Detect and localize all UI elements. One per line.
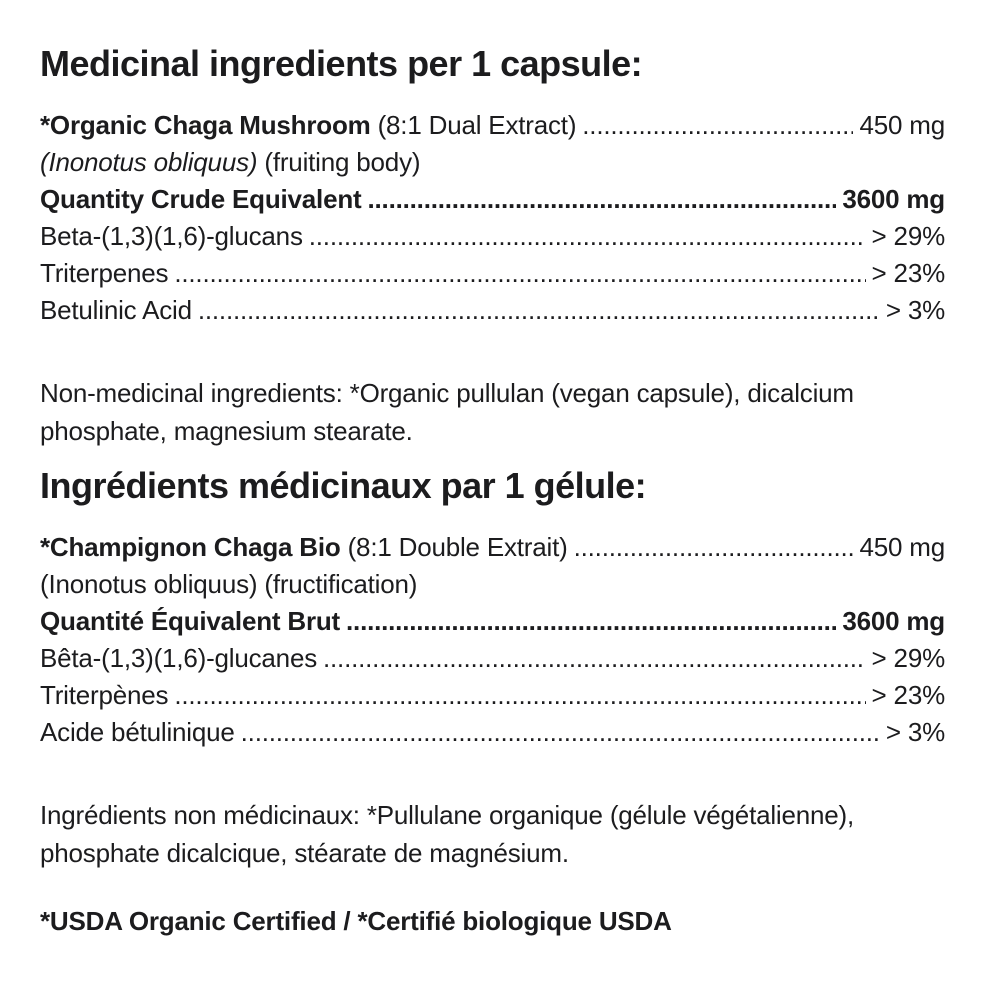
dot-leader xyxy=(323,640,866,677)
ingredient-value: > 3% xyxy=(885,295,945,325)
ingredient-value: > 29% xyxy=(871,221,946,251)
dot-leader xyxy=(582,107,853,144)
ingredient-name: (Inonotus obliquus) xyxy=(40,147,258,177)
non-medicinal-ingredients-fr: Ingrédients non médicinaux: *Pullulane o… xyxy=(40,800,855,868)
ingredient-list-en: *Organic Chaga Mushroom (8:1 Dual Extrac… xyxy=(40,107,945,329)
dot-leader xyxy=(368,181,837,218)
ingredient-name: Acide bétulinique xyxy=(40,717,235,747)
ingredient-name: Quantity Crude Equivalent xyxy=(40,184,362,214)
dot-leader xyxy=(346,603,836,640)
ingredient-name: (Inonotus obliquus) (fructification) xyxy=(40,569,418,599)
dot-leader xyxy=(241,714,880,751)
ingredient-value: 3600 mg xyxy=(842,606,945,636)
ingredient-name: Triterpenes xyxy=(40,258,169,288)
dot-leader xyxy=(198,292,880,329)
ingredient-value: 3600 mg xyxy=(842,184,945,214)
ingredient-row: *Organic Chaga Mushroom (8:1 Dual Extrac… xyxy=(40,107,945,144)
organic-certification-note: *USDA Organic Certified / *Certifié biol… xyxy=(40,906,672,936)
ingredient-name: *Champignon Chaga Bio xyxy=(40,532,341,562)
dot-leader xyxy=(309,218,866,255)
ingredient-value: > 23% xyxy=(871,680,946,710)
section-title-medicinal-en: Medicinal ingredients per 1 capsule: xyxy=(40,43,643,84)
ingredient-row: Triterpènes > 23% xyxy=(40,677,945,714)
ingredient-row: (Inonotus obliquus) (fruiting body) xyxy=(40,144,945,181)
ingredient-value: > 23% xyxy=(871,258,946,288)
ingredient-row: Quantity Crude Equivalent 3600 mg xyxy=(40,181,945,218)
dot-leader xyxy=(174,677,865,714)
ingredient-name: Beta-(1,3)(1,6)-glucans xyxy=(40,221,303,251)
dot-leader xyxy=(574,529,854,566)
ingredient-row: Quantité Équivalent Brut 3600 mg xyxy=(40,603,945,640)
ingredient-row: (Inonotus obliquus) (fructification) xyxy=(40,566,945,603)
ingredient-name: (8:1 Double Extrait) xyxy=(340,532,568,562)
ingredient-row: Bêta-(1,3)(1,6)-glucanes > 29% xyxy=(40,640,945,677)
ingredient-row: Triterpenes > 23% xyxy=(40,255,945,292)
ingredient-row: Beta-(1,3)(1,6)-glucans > 29% xyxy=(40,218,945,255)
ingredient-name: (8:1 Dual Extract) xyxy=(370,110,577,140)
ingredient-name: (fruiting body) xyxy=(257,147,421,177)
ingredient-row: Acide bétulinique > 3% xyxy=(40,714,945,751)
ingredient-value: > 29% xyxy=(871,643,946,673)
non-medicinal-ingredients-en: Non-medicinal ingredients: *Organic pull… xyxy=(40,378,854,446)
ingredient-name: Betulinic Acid xyxy=(40,295,192,325)
ingredient-list-fr: *Champignon Chaga Bio (8:1 Double Extrai… xyxy=(40,529,945,751)
ingredient-value: 450 mg xyxy=(859,110,945,140)
ingredient-row: *Champignon Chaga Bio (8:1 Double Extrai… xyxy=(40,529,945,566)
ingredient-name: Bêta-(1,3)(1,6)-glucanes xyxy=(40,643,317,673)
section-title-medicinal-fr: Ingrédients médicinaux par 1 gélule: xyxy=(40,465,647,506)
ingredient-value: > 3% xyxy=(885,717,945,747)
ingredient-name: Triterpènes xyxy=(40,680,169,710)
ingredient-name: Quantité Équivalent Brut xyxy=(40,606,341,636)
ingredient-name: *Organic Chaga Mushroom xyxy=(40,110,371,140)
ingredient-row: Betulinic Acid > 3% xyxy=(40,292,945,329)
dot-leader xyxy=(174,255,865,292)
supplement-label-panel: Medicinal ingredients per 1 capsule: *Or… xyxy=(0,0,1000,940)
ingredient-value: 450 mg xyxy=(859,532,945,562)
